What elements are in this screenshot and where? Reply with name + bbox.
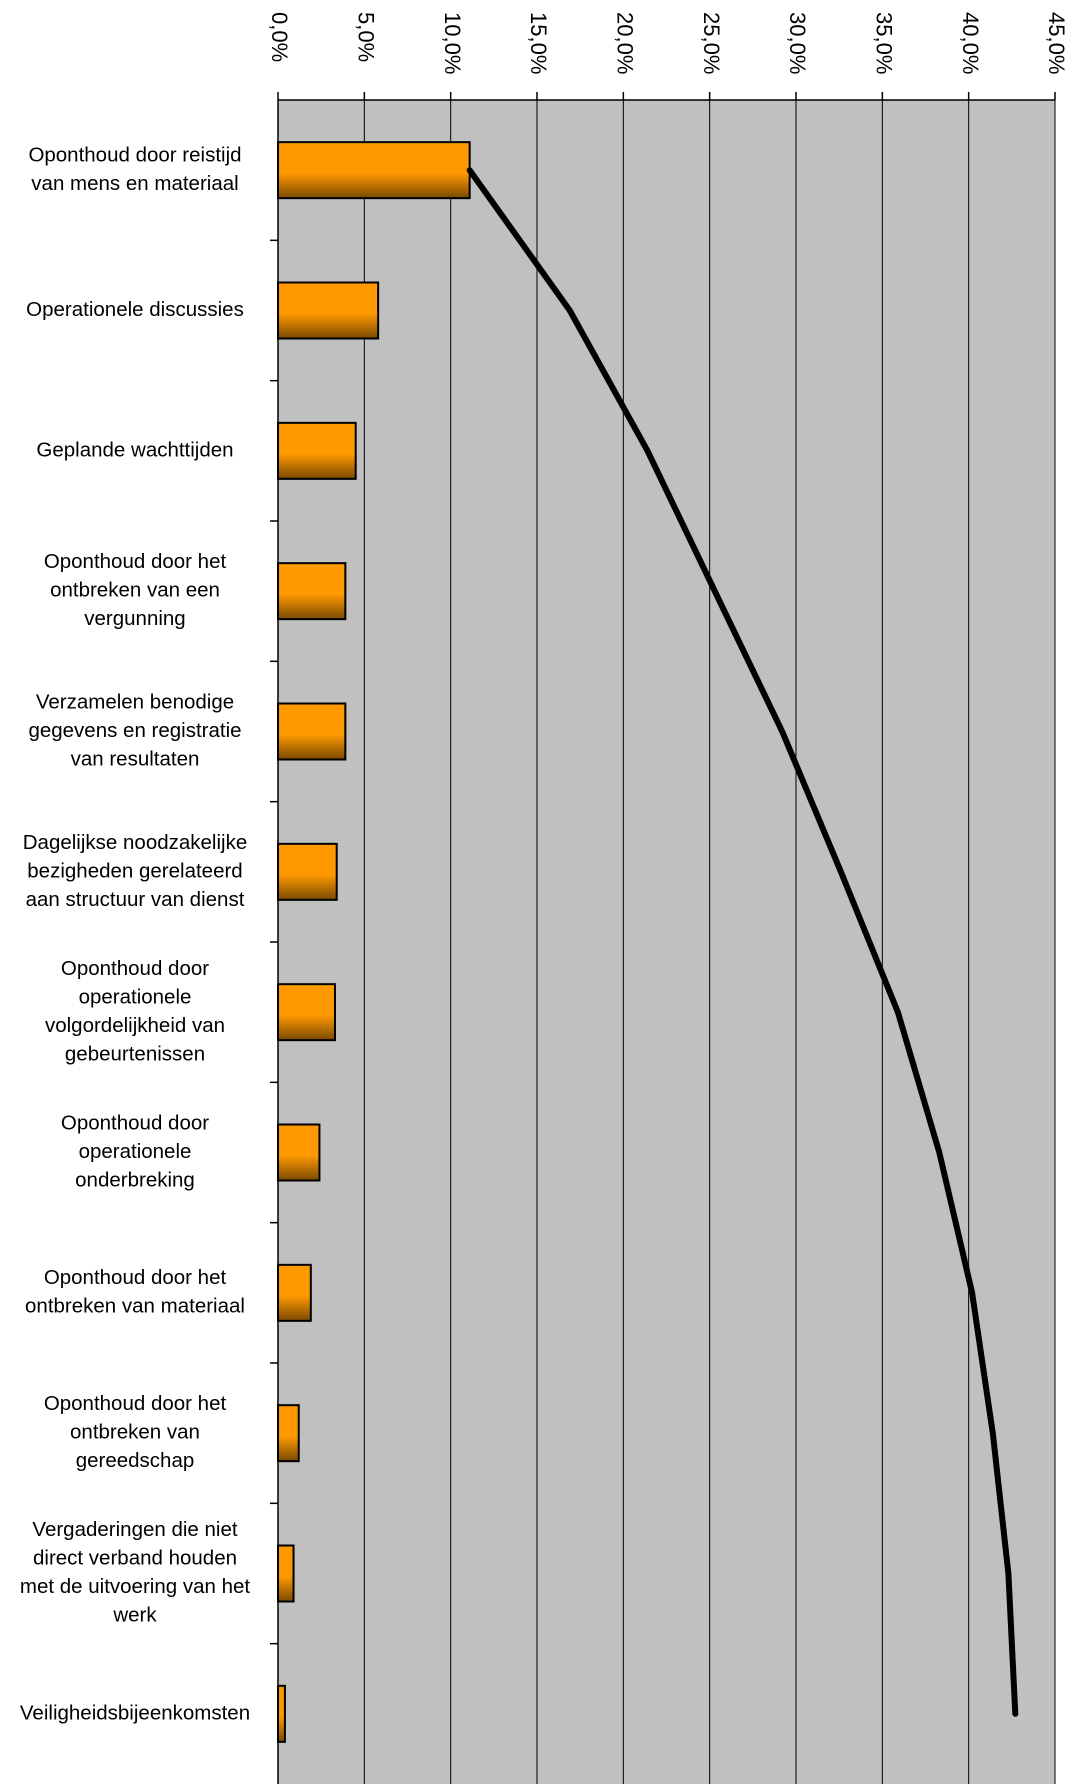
bar — [277, 983, 336, 1042]
value-tick-label: 15,0% — [526, 12, 551, 74]
category-label: Oponthoud door het ontbreken van materiaa… — [25, 1266, 245, 1318]
value-tick-label: 30,0% — [785, 12, 810, 74]
category-label-line: ontbreken van — [70, 1421, 200, 1444]
category-label: Geplande wachttijden — [36, 438, 233, 461]
category-label-line: gegevens en registratie — [28, 719, 241, 742]
bar — [277, 562, 347, 621]
category-label-line: ontbreken van materiaal — [25, 1295, 245, 1318]
category-label-line: van mens en materiaal — [31, 172, 238, 195]
category-label-line: onderbreking — [75, 1168, 195, 1191]
bar — [277, 421, 357, 480]
category-label-line: Dagelijkse noodzakelijke — [23, 831, 248, 854]
category-label-line: direct verband houden — [33, 1547, 237, 1570]
category-label-line: Oponthoud door reistijd — [28, 143, 241, 166]
bar — [277, 842, 338, 901]
category-label-line: Oponthoud door het — [44, 1266, 227, 1289]
value-tick-label: 5,0% — [354, 12, 379, 62]
category-label: Oponthoud door reistijd van mens en mater… — [28, 143, 241, 195]
category-label-line: Oponthoud door — [61, 1111, 209, 1134]
category-label-line: Oponthoud door het — [44, 1392, 227, 1415]
category-label-line: volgordelijkheid van — [45, 1014, 225, 1037]
category-label-line: Vergaderingen die niet — [32, 1518, 237, 1541]
category-label-line: vergunning — [84, 607, 185, 630]
category-label-line: gereedschap — [76, 1449, 195, 1472]
bar — [277, 1404, 300, 1463]
cumulative-line — [466, 167, 1019, 1717]
category-label-line: operationele — [79, 985, 192, 1008]
category-label-line: werk — [112, 1604, 157, 1627]
category-label-line: gebeurtenissen — [65, 1042, 205, 1065]
bar — [277, 1544, 295, 1603]
category-label: Verzamelen benodige gegevens en registrat… — [28, 690, 241, 770]
value-tick-label: 45,0% — [1044, 12, 1069, 74]
category-label-line: Oponthoud door — [61, 957, 209, 980]
category-label-line: Geplande wachttijden — [36, 438, 233, 461]
category-label: Oponthoud door het ontbreken van een vergu… — [44, 550, 227, 630]
category-label-line: ontbreken van een — [50, 579, 220, 602]
value-tick-label: 10,0% — [440, 12, 465, 74]
category-label-line: Verzamelen benodige — [36, 690, 234, 713]
category-label: Oponthoud door operationele onderbreking — [61, 1111, 209, 1191]
category-label: Operationele discussies — [26, 298, 244, 321]
bar — [277, 702, 347, 761]
category-label-line: aan structuur van dienst — [26, 888, 245, 911]
bar — [277, 1263, 312, 1322]
category-label-line: bezigheden gerelateerd — [27, 859, 242, 882]
bar — [277, 1684, 286, 1743]
value-tick-label: 35,0% — [872, 12, 897, 74]
value-tick-label: 20,0% — [613, 12, 638, 74]
category-label: Oponthoud door operationele volgordelijkhe… — [45, 957, 225, 1065]
category-label: Veiligheidsbijeenkomsten — [20, 1701, 250, 1724]
value-tick-label: 40,0% — [958, 12, 983, 74]
plot-area — [278, 100, 1055, 1784]
category-label-line: Operationele discussies — [26, 298, 244, 321]
category-label-line: operationele — [79, 1140, 192, 1163]
bar — [277, 1123, 321, 1182]
value-tick-label: 0,0% — [267, 12, 292, 62]
category-label-line: met de uitvoering van het — [20, 1575, 250, 1598]
category-label: Oponthoud door het ontbreken van gereedsch… — [44, 1392, 227, 1472]
category-label: Vergaderingen die niet direct verband hou… — [20, 1518, 250, 1627]
category-label-line: Veiligheidsbijeenkomsten — [20, 1701, 250, 1724]
category-label-line: van resultaten — [71, 747, 200, 770]
bar — [277, 281, 380, 340]
category-label-line: Oponthoud door het — [44, 550, 227, 573]
category-label: Dagelijkse noodzakelijke bezigheden gerel… — [23, 831, 248, 911]
bar — [277, 141, 471, 200]
value-tick-label: 25,0% — [699, 12, 724, 74]
